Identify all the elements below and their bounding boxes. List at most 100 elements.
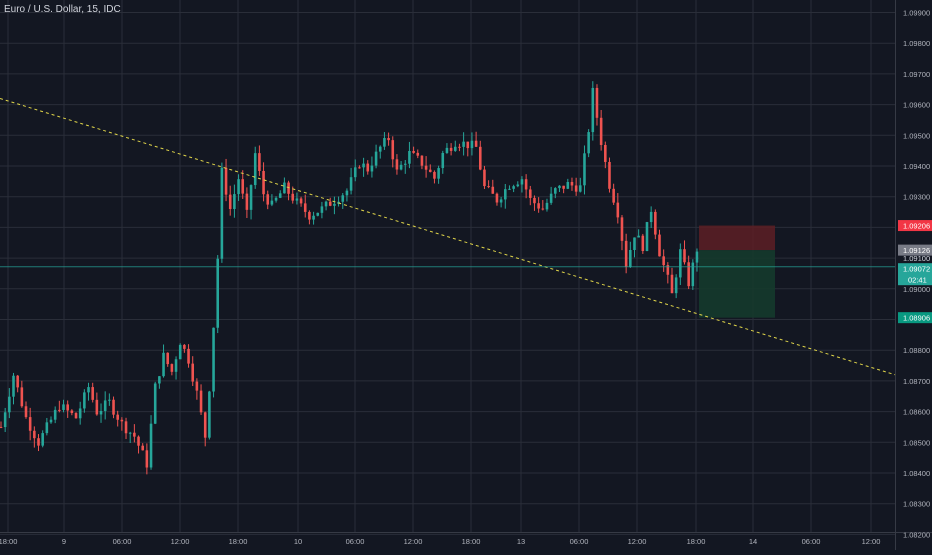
candle-body	[183, 344, 186, 349]
candle-body	[533, 197, 536, 204]
candle-body	[53, 409, 57, 420]
candle-body	[341, 195, 345, 202]
candle-body	[574, 185, 578, 192]
price-tick-label: 1.08700	[903, 377, 930, 386]
candle-body	[3, 412, 7, 428]
candle-body	[378, 146, 382, 152]
candle-body	[112, 399, 115, 415]
price-tick-label: 1.08500	[903, 438, 930, 447]
trendline[interactable]	[0, 97, 896, 376]
candle-body	[49, 419, 53, 423]
current-price-bg	[898, 263, 932, 286]
stop-price-label-bg	[898, 220, 932, 232]
candle-body	[516, 184, 520, 187]
candle-body	[328, 201, 332, 206]
price-tick-label: 1.09000	[903, 285, 930, 294]
candle-body	[683, 249, 686, 263]
candle-body	[616, 202, 620, 218]
candle-body	[278, 193, 282, 198]
candle-body	[270, 200, 274, 205]
candle-body	[245, 193, 249, 210]
price-tick-label: 1.09500	[903, 131, 930, 140]
candle-body	[149, 423, 153, 468]
candle-body	[620, 217, 624, 241]
candle-body	[662, 256, 665, 266]
candle-body	[478, 146, 482, 170]
position-zones	[699, 225, 775, 318]
candle-body	[274, 197, 278, 201]
price-tick-label: 1.09300	[903, 193, 930, 202]
candle-body	[158, 376, 161, 384]
candle-body	[529, 189, 532, 198]
candle-body	[483, 169, 486, 187]
candles	[0, 81, 699, 475]
candle-body	[554, 188, 557, 194]
candle-body	[283, 182, 286, 194]
price-tick-label: 1.08800	[903, 346, 930, 355]
time-axis[interactable]: 18:00 9 06:00 12:00 18:00 10 06:00 12:00 18:00 13…	[0, 537, 880, 546]
candle-body	[453, 146, 457, 151]
take-profit-zone[interactable]	[699, 250, 775, 318]
candle-body	[295, 198, 299, 201]
candle-body	[220, 167, 224, 259]
stop-loss-zone[interactable]	[699, 225, 775, 251]
time-tick-label: 12:00	[862, 537, 881, 546]
time-tick-label: 06:00	[346, 537, 365, 546]
candle-body	[391, 140, 395, 160]
candle-body	[308, 211, 311, 220]
price-tick-label: 1.08600	[903, 408, 930, 417]
price-tick-label: 1.08400	[903, 469, 930, 478]
candle-body	[249, 185, 253, 210]
candle-body	[495, 193, 499, 203]
candle-body	[349, 177, 353, 191]
candle-body	[558, 185, 561, 189]
candle-body	[228, 194, 232, 209]
time-tick-label: 14	[749, 537, 757, 546]
candle-body	[241, 179, 245, 194]
candle-body	[408, 150, 411, 164]
candle-body	[237, 179, 240, 195]
candle-body	[366, 163, 370, 172]
candle-body	[520, 179, 524, 185]
candle-body	[141, 445, 144, 451]
candle-body	[499, 199, 503, 203]
price-tick-label: 1.09600	[903, 101, 930, 110]
candle-body	[383, 138, 386, 147]
candle-body	[28, 417, 32, 431]
candle-body	[199, 390, 203, 413]
candle-body	[91, 387, 94, 400]
candle-body	[124, 421, 128, 434]
candle-body	[508, 188, 511, 190]
symbol-title[interactable]: Euro / U.S. Dollar, 15, IDC	[4, 4, 121, 15]
candle-body	[195, 381, 199, 391]
candle-body	[58, 409, 61, 411]
candle-body	[433, 171, 436, 179]
candle-body	[153, 383, 157, 424]
time-tick-label: 12:00	[404, 537, 423, 546]
candle-body	[491, 186, 495, 194]
candle-body	[445, 147, 449, 153]
candle-body	[312, 215, 315, 220]
candle-body	[262, 170, 265, 195]
candle-body	[608, 161, 611, 189]
candle-body	[474, 140, 478, 147]
candle-body	[187, 348, 190, 364]
candle-body	[133, 432, 136, 437]
candle-body	[387, 138, 390, 141]
candle-body	[99, 410, 103, 415]
time-tick-label: 12:00	[628, 537, 647, 546]
candle-body	[66, 404, 69, 411]
candle-body	[353, 167, 357, 178]
candle-body	[16, 375, 19, 388]
candle-body	[587, 132, 590, 154]
candle-body	[45, 422, 49, 434]
candle-body	[570, 182, 574, 186]
candle-body	[579, 185, 582, 192]
price-tick-label: 1.09900	[903, 9, 930, 18]
candle-body	[287, 182, 290, 194]
candle-body	[12, 375, 15, 397]
